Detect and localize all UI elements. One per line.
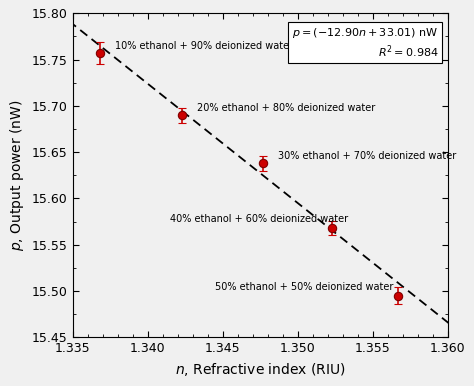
X-axis label: $n$, Refractive index (RIU): $n$, Refractive index (RIU) bbox=[175, 361, 346, 378]
Text: 20% ethanol + 80% deionized water: 20% ethanol + 80% deionized water bbox=[197, 103, 375, 113]
Text: 10% ethanol + 90% deionized water: 10% ethanol + 90% deionized water bbox=[115, 41, 293, 51]
Text: 50% ethanol + 50% deionized water: 50% ethanol + 50% deionized water bbox=[215, 282, 393, 292]
Text: $p = (-12.90n + 33.01)$ nW
$R^2=0.984$: $p = (-12.90n + 33.01)$ nW $R^2=0.984$ bbox=[292, 26, 438, 59]
Y-axis label: $p$, Output power (nW): $p$, Output power (nW) bbox=[9, 100, 27, 251]
Text: 30% ethanol + 70% deionized water: 30% ethanol + 70% deionized water bbox=[278, 151, 456, 161]
Text: 40% ethanol + 60% deionized water: 40% ethanol + 60% deionized water bbox=[170, 214, 348, 224]
